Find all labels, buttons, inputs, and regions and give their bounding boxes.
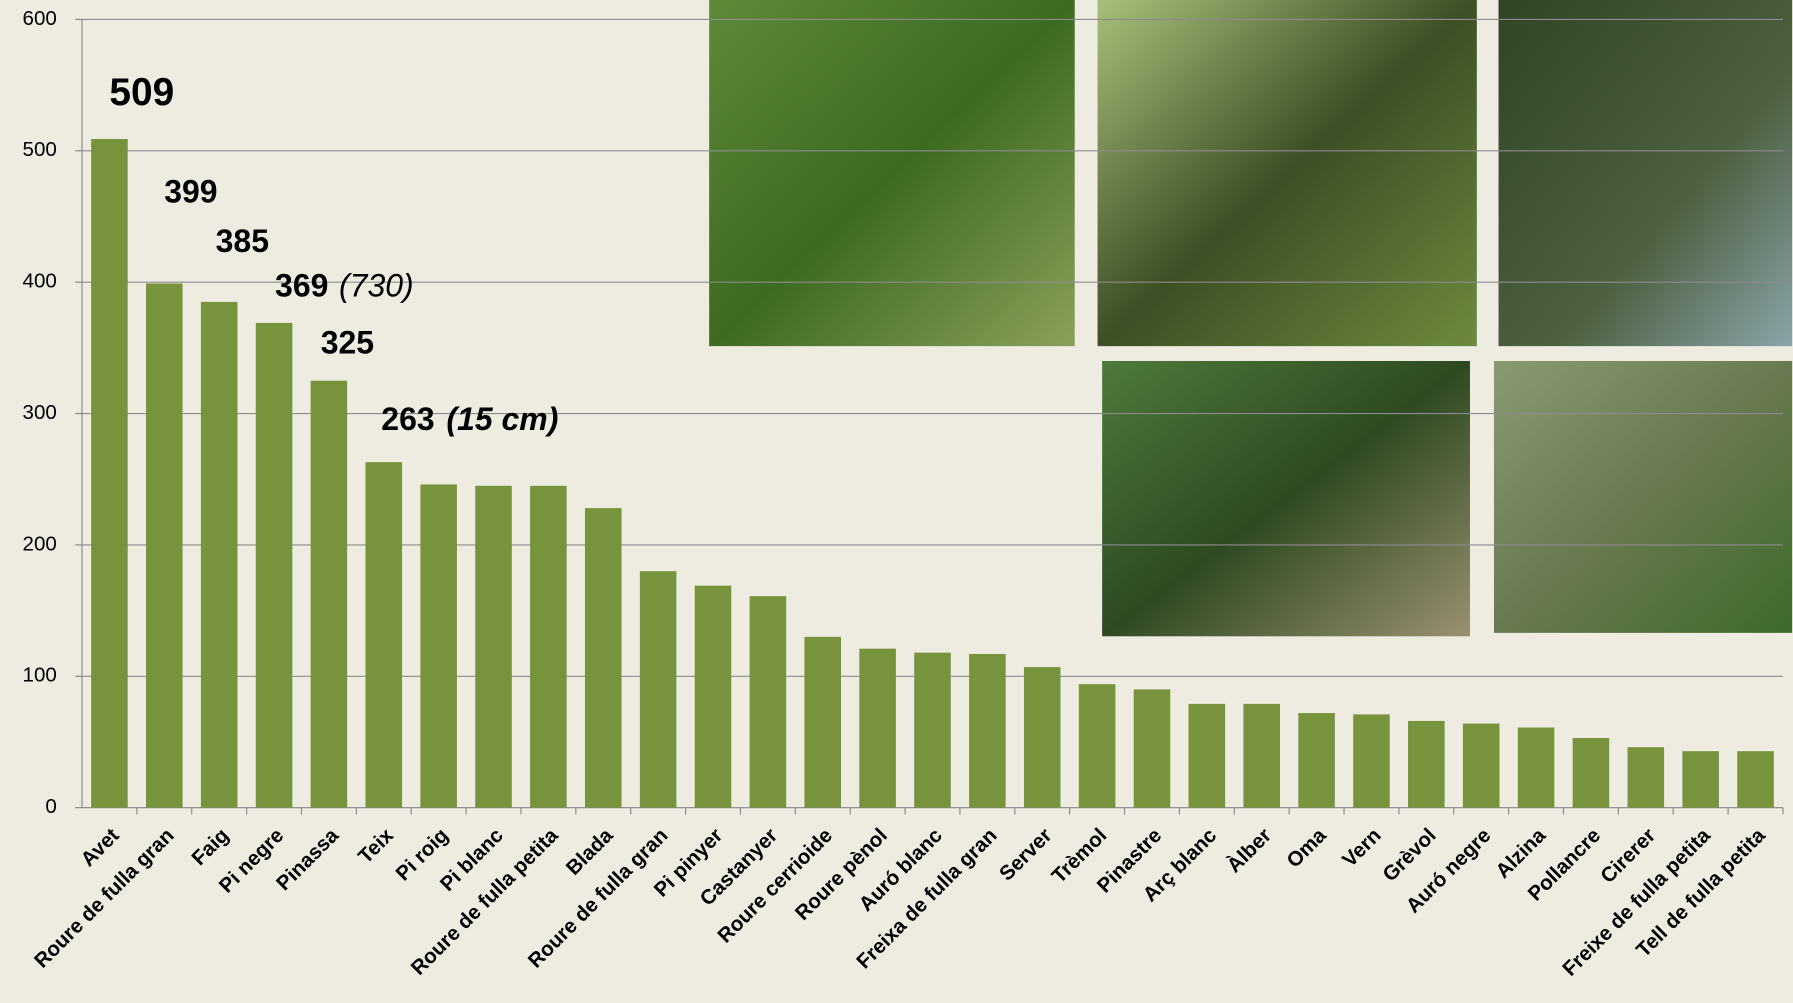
- y-tick-label: 400: [23, 270, 57, 293]
- bar: [914, 652, 951, 808]
- bar: [1682, 751, 1719, 808]
- photo: [1097, 0, 1477, 347]
- bar: [255, 322, 293, 808]
- bar: [1517, 727, 1555, 808]
- bar: [200, 301, 238, 808]
- x-tick-label: Oma: [1282, 824, 1331, 873]
- bar: [1188, 703, 1226, 808]
- bar: [639, 571, 677, 808]
- photo: [1493, 360, 1793, 633]
- bar: [420, 484, 457, 808]
- bar: [1023, 667, 1061, 808]
- x-tick-label: Avet: [76, 824, 123, 871]
- bar: [1572, 738, 1610, 808]
- data-label: 399: [164, 174, 217, 210]
- photo: [1102, 360, 1470, 637]
- photo: [1498, 0, 1793, 347]
- x-tick-label: Vern: [1338, 824, 1386, 872]
- photos: [709, 0, 1793, 637]
- x-tick-label: Àlber: [1223, 824, 1276, 877]
- bar: [1627, 747, 1665, 808]
- bar: [530, 485, 567, 808]
- x-tick-label: Pinassa: [272, 824, 344, 896]
- y-tick-label: 0: [45, 795, 56, 818]
- data-label: 369: [275, 267, 328, 303]
- annotation: (15 cm): [446, 401, 558, 437]
- data-label: 263: [381, 401, 434, 437]
- y-tick-label: 100: [23, 664, 57, 687]
- bar: [475, 485, 512, 808]
- x-tick-label: Teix: [354, 824, 399, 869]
- bar: [310, 380, 348, 808]
- bar: [1408, 720, 1445, 808]
- bar: [584, 508, 622, 808]
- annotation: (730): [339, 267, 414, 303]
- bar: [146, 283, 183, 808]
- bar: [969, 653, 1006, 808]
- data-label: 509: [109, 71, 174, 114]
- bar: [694, 585, 732, 808]
- x-tick-label: Server: [995, 824, 1057, 886]
- y-tick-label: 300: [23, 401, 57, 424]
- y-tick-label: 500: [23, 138, 57, 161]
- bar: [859, 648, 896, 808]
- bar: [365, 462, 403, 808]
- data-label: 325: [321, 324, 374, 360]
- bar: [1462, 723, 1500, 808]
- data-label: 385: [216, 223, 269, 259]
- bar: [1298, 713, 1335, 808]
- bar: [1133, 689, 1171, 808]
- bar: [804, 636, 842, 808]
- bar: [1737, 751, 1774, 808]
- bar: [749, 596, 787, 808]
- bar: [1243, 703, 1280, 808]
- photo: [709, 0, 1075, 347]
- x-tick-label: Faig: [187, 824, 233, 870]
- bar: [91, 138, 128, 808]
- bar: [1078, 684, 1116, 808]
- bar: [1353, 714, 1390, 808]
- y-tick-label: 200: [23, 532, 57, 555]
- y-tick-label: 600: [23, 7, 57, 30]
